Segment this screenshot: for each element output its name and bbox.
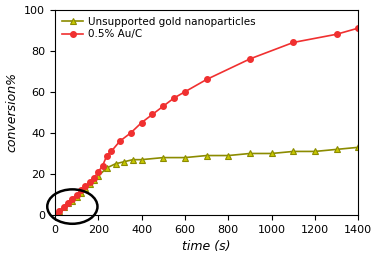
0.5% Au/C bbox=[96, 170, 101, 174]
Unsupported gold nanoparticles bbox=[70, 199, 74, 202]
0.5% Au/C bbox=[150, 113, 155, 116]
Unsupported gold nanoparticles bbox=[65, 201, 70, 204]
0.5% Au/C bbox=[65, 201, 70, 204]
Unsupported gold nanoparticles bbox=[226, 154, 231, 157]
Unsupported gold nanoparticles bbox=[131, 158, 135, 161]
Unsupported gold nanoparticles bbox=[122, 160, 127, 163]
Unsupported gold nanoparticles bbox=[313, 150, 317, 153]
0.5% Au/C bbox=[74, 193, 79, 196]
Unsupported gold nanoparticles bbox=[79, 191, 83, 194]
Unsupported gold nanoparticles bbox=[183, 156, 187, 159]
0.5% Au/C bbox=[79, 189, 83, 192]
0.5% Au/C bbox=[335, 33, 339, 36]
Unsupported gold nanoparticles bbox=[105, 166, 109, 169]
0.5% Au/C bbox=[183, 90, 187, 93]
0.5% Au/C bbox=[118, 140, 122, 143]
0.5% Au/C bbox=[129, 131, 133, 134]
Unsupported gold nanoparticles bbox=[91, 179, 96, 182]
0.5% Au/C bbox=[87, 181, 92, 184]
Unsupported gold nanoparticles bbox=[139, 158, 144, 161]
Unsupported gold nanoparticles bbox=[113, 162, 118, 165]
0.5% Au/C bbox=[53, 214, 57, 217]
Line: Unsupported gold nanoparticles: Unsupported gold nanoparticles bbox=[52, 144, 361, 218]
0.5% Au/C bbox=[248, 57, 252, 60]
Line: 0.5% Au/C: 0.5% Au/C bbox=[52, 25, 361, 218]
Unsupported gold nanoparticles bbox=[61, 205, 66, 208]
X-axis label: time (s): time (s) bbox=[182, 240, 231, 254]
Unsupported gold nanoparticles bbox=[57, 210, 62, 213]
Unsupported gold nanoparticles bbox=[161, 156, 166, 159]
0.5% Au/C bbox=[91, 177, 96, 180]
Unsupported gold nanoparticles bbox=[204, 154, 209, 157]
Unsupported gold nanoparticles bbox=[74, 195, 79, 198]
0.5% Au/C bbox=[57, 210, 62, 213]
0.5% Au/C bbox=[61, 205, 66, 208]
0.5% Au/C bbox=[109, 150, 113, 153]
Unsupported gold nanoparticles bbox=[83, 187, 87, 190]
0.5% Au/C bbox=[83, 185, 87, 188]
Unsupported gold nanoparticles bbox=[87, 183, 92, 186]
0.5% Au/C bbox=[139, 121, 144, 124]
0.5% Au/C bbox=[356, 26, 361, 30]
0.5% Au/C bbox=[70, 197, 74, 200]
0.5% Au/C bbox=[172, 96, 177, 99]
Unsupported gold nanoparticles bbox=[356, 146, 361, 149]
Unsupported gold nanoparticles bbox=[335, 148, 339, 151]
Unsupported gold nanoparticles bbox=[96, 175, 101, 178]
Legend: Unsupported gold nanoparticles, 0.5% Au/C: Unsupported gold nanoparticles, 0.5% Au/… bbox=[60, 15, 258, 41]
Unsupported gold nanoparticles bbox=[248, 152, 252, 155]
0.5% Au/C bbox=[100, 164, 105, 167]
0.5% Au/C bbox=[291, 41, 296, 44]
0.5% Au/C bbox=[161, 105, 166, 108]
0.5% Au/C bbox=[105, 154, 109, 157]
0.5% Au/C bbox=[204, 78, 209, 81]
Unsupported gold nanoparticles bbox=[270, 152, 274, 155]
Unsupported gold nanoparticles bbox=[53, 214, 57, 217]
Unsupported gold nanoparticles bbox=[291, 150, 296, 153]
Y-axis label: conversion%: conversion% bbox=[6, 72, 19, 152]
